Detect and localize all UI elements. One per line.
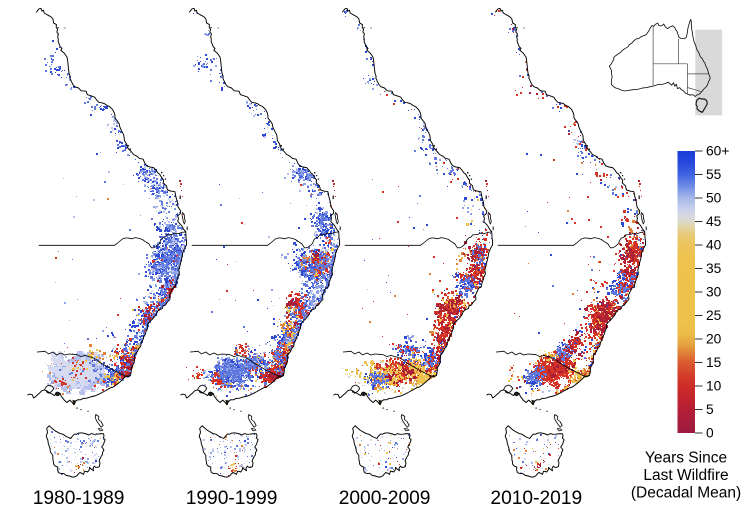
svg-text:Years Since: Years Since bbox=[645, 450, 727, 467]
svg-text:Last Wildfire: Last Wildfire bbox=[643, 467, 728, 484]
svg-text:60+: 60+ bbox=[706, 144, 729, 159]
svg-text:5: 5 bbox=[706, 402, 714, 417]
svg-text:55: 55 bbox=[706, 167, 722, 182]
svg-text:30: 30 bbox=[706, 285, 722, 300]
svg-text:35: 35 bbox=[706, 261, 722, 276]
svg-text:1980-1989: 1980-1989 bbox=[33, 488, 125, 509]
svg-text:15: 15 bbox=[706, 355, 722, 370]
svg-text:10: 10 bbox=[706, 379, 722, 394]
svg-text:45: 45 bbox=[706, 214, 722, 229]
svg-text:(Decadal Mean): (Decadal Mean) bbox=[631, 485, 741, 502]
svg-text:1990-1999: 1990-1999 bbox=[186, 488, 278, 509]
svg-text:40: 40 bbox=[706, 238, 722, 253]
svg-text:25: 25 bbox=[706, 308, 722, 323]
svg-text:2000-2009: 2000-2009 bbox=[339, 488, 431, 509]
svg-text:2010-2019: 2010-2019 bbox=[490, 488, 582, 509]
svg-text:50: 50 bbox=[706, 191, 722, 206]
svg-text:20: 20 bbox=[706, 332, 722, 347]
svg-text:0: 0 bbox=[706, 426, 714, 441]
